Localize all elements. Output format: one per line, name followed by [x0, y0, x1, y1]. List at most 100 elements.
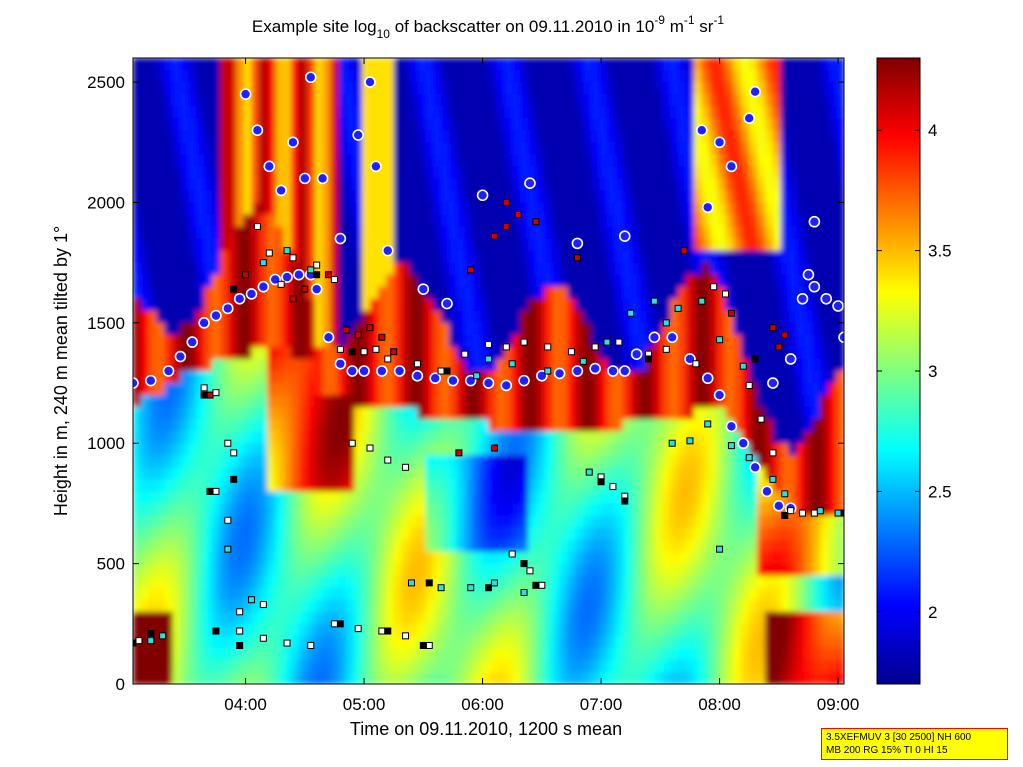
heatmap-cell [488, 419, 497, 432]
heatmap-cell [820, 587, 829, 601]
heatmap-cell [528, 527, 537, 541]
heatmap-cell [820, 455, 829, 468]
heatmap-cell [575, 154, 584, 167]
heatmap-cell [488, 358, 497, 372]
heatmap-cell [409, 611, 418, 625]
heatmap-cell [472, 659, 482, 673]
heatmap-cell [362, 166, 371, 179]
heatmap-cell [662, 551, 671, 565]
heatmap-cell [219, 383, 229, 396]
heatmap-cell [298, 623, 308, 637]
heatmap-cell [362, 647, 371, 661]
heatmap-cell [686, 551, 695, 565]
heatmap-cell [306, 575, 316, 589]
heatmap-cell [583, 563, 592, 577]
heatmap-cell [788, 94, 798, 107]
heatmap-cell [164, 647, 174, 661]
heatmap-cell [433, 527, 442, 541]
heatmap-cell [133, 202, 142, 216]
heatmap-cell [780, 515, 790, 529]
heatmap-cell [749, 70, 758, 83]
heatmap-cell [630, 539, 640, 553]
heatmap-cell [796, 118, 806, 131]
heatmap-cell [449, 94, 458, 107]
heatmap-cell [385, 611, 395, 625]
heatmap-cell [354, 539, 363, 553]
heatmap-cell [259, 310, 268, 324]
heatmap-cell [275, 334, 284, 348]
heatmap-cell [638, 322, 648, 336]
heatmap-cell [330, 647, 339, 661]
heatmap-cell [520, 491, 529, 505]
heatmap-cell [314, 575, 324, 589]
heatmap-cell [686, 262, 695, 276]
heatmap-cell [219, 503, 229, 517]
heatmap-cell [164, 479, 174, 492]
heatmap-cell [377, 671, 387, 684]
heatmap-cell [543, 346, 553, 360]
heatmap-cell [464, 623, 474, 637]
heatmap-cell [670, 407, 679, 420]
heatmap-cell [180, 298, 189, 312]
heatmap-cell [180, 106, 189, 119]
heatmap-cell [686, 226, 695, 240]
heatmap-cell [614, 563, 624, 577]
heatmap-cell [670, 551, 679, 565]
heatmap-cell [298, 419, 308, 432]
heatmap-cell [741, 346, 750, 360]
heatmap-cell [670, 479, 679, 492]
heatmap-cell [520, 647, 529, 661]
heatmap-cell [662, 671, 671, 684]
heatmap-cell [535, 659, 545, 673]
heatmap-cell [701, 334, 711, 348]
heatmap-cell [243, 443, 253, 456]
heatmap-cell [559, 178, 569, 192]
heatmap-cell [836, 515, 844, 529]
marker-point [781, 331, 789, 339]
heatmap-cell [614, 238, 624, 252]
heatmap-cell [417, 262, 426, 276]
heatmap-cell [772, 142, 782, 155]
heatmap-cell [456, 635, 466, 649]
heatmap-cell [409, 419, 418, 432]
heatmap-cell [235, 238, 245, 252]
heatmap-cell [330, 407, 339, 420]
heatmap-cell [828, 358, 837, 372]
heatmap-cell [591, 611, 600, 625]
heatmap-cell [212, 587, 221, 601]
plot-area [133, 58, 844, 684]
heatmap-cell [140, 274, 150, 288]
cloud-base-point [500, 379, 513, 392]
marker-point [775, 343, 783, 351]
heatmap-cell [472, 623, 482, 637]
heatmap-cell [377, 455, 387, 468]
heatmap-cell [401, 166, 411, 179]
heatmap-cell [433, 455, 442, 468]
heatmap-cell [472, 467, 482, 480]
heatmap-cell [725, 202, 734, 216]
heatmap-cell [449, 503, 458, 517]
heatmap-cell [749, 371, 758, 384]
heatmap-cell [472, 358, 482, 372]
heatmap-cell [765, 455, 774, 468]
heatmap-cell [322, 659, 332, 673]
heatmap-cell [393, 322, 403, 336]
heatmap-cell [828, 395, 837, 408]
heatmap-cell [583, 383, 592, 396]
heatmap-cell [599, 82, 608, 95]
heatmap-cell [733, 70, 742, 83]
heatmap-cell [370, 334, 379, 348]
heatmap-cell [693, 154, 703, 167]
heatmap-cell [180, 647, 189, 661]
heatmap-cell [820, 298, 829, 312]
heatmap-cell [243, 383, 253, 396]
heatmap-cell [812, 358, 821, 372]
heatmap-cell [788, 178, 798, 192]
heatmap-cell [614, 358, 624, 372]
heatmap-cell [796, 178, 806, 192]
heatmap-cell [425, 467, 434, 480]
heatmap-cell [401, 322, 411, 336]
heatmap-cell [251, 455, 260, 468]
heatmap-cell [796, 599, 806, 613]
marker-point [514, 211, 522, 218]
